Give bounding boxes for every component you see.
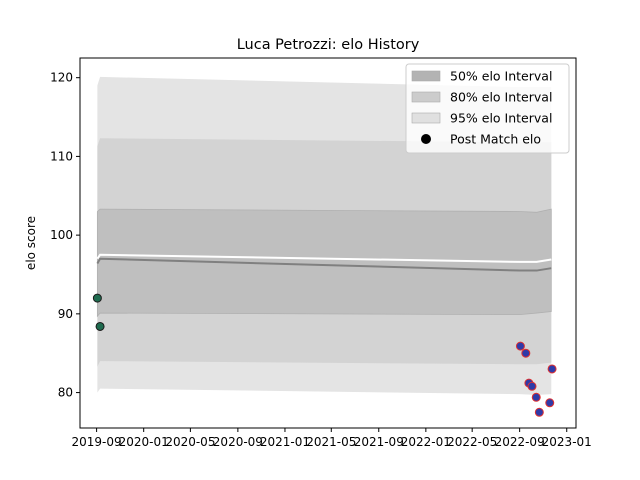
legend-marker xyxy=(421,134,431,144)
y-axis-label: elo score xyxy=(24,216,38,270)
x-tick-label-2023-01: 2023-01 xyxy=(542,435,592,449)
post-match-point-3 xyxy=(515,341,525,351)
x-tick-label-2020-05: 2020-05 xyxy=(165,435,215,449)
x-tick-label-2022-01: 2022-01 xyxy=(401,435,451,449)
y-tick-label-90: 90 xyxy=(58,307,73,321)
upper-line xyxy=(96,253,552,263)
post-match-point-9 xyxy=(545,398,555,408)
post-match-point-4 xyxy=(521,348,531,358)
x-tick-label-2021-01: 2021-01 xyxy=(260,435,310,449)
post-match-point-2 xyxy=(95,321,105,331)
legend-label-3: 95% elo Interval xyxy=(450,111,552,126)
post-match-point-7 xyxy=(531,392,541,402)
legend-label-2: 80% elo Interval xyxy=(450,90,552,105)
y-tick-label-110: 110 xyxy=(50,149,73,163)
chart-title: Luca Petrozzi: elo History xyxy=(237,37,420,53)
band-50 xyxy=(96,208,552,318)
y-tick-label-120: 120 xyxy=(50,71,73,85)
legend-label-4: Post Match elo xyxy=(450,132,541,147)
x-tick-label-2022-05: 2022-05 xyxy=(447,435,497,449)
legend-swatch-3 xyxy=(411,112,441,124)
axes: 80 90 100 110 120 2019-092020-012020-052020-0… xyxy=(50,57,592,449)
x-tick-label-2020-01: 2020-01 xyxy=(119,435,169,449)
x-tick-label-2021-05: 2021-05 xyxy=(306,435,356,449)
legend: 50% elo Interval 80% elo Interval 95% elo … xyxy=(405,63,570,154)
post-match-point-10 xyxy=(547,364,557,374)
plot-area xyxy=(92,76,557,417)
legend-label-1: 50% elo Interval xyxy=(450,69,552,84)
x-tick-label-2019-09: 2019-09 xyxy=(72,435,122,449)
x-tick-label-2022-09: 2022-09 xyxy=(495,435,545,449)
x-tick-label-2021-09: 2021-09 xyxy=(354,435,404,449)
plot-frame xyxy=(79,57,577,429)
post-match-point-1 xyxy=(92,293,102,303)
mean-line xyxy=(96,257,552,272)
legend-swatch-1 xyxy=(411,70,441,82)
post-match-point-6 xyxy=(527,381,537,391)
y-tick-label-80: 80 xyxy=(58,386,73,400)
post-match-point-8 xyxy=(534,407,544,417)
y-tick-label-100: 100 xyxy=(50,228,73,242)
legend-box xyxy=(405,63,570,154)
x-tick-label-2020-09: 2020-09 xyxy=(213,435,263,449)
legend-swatch-2 xyxy=(411,91,441,103)
